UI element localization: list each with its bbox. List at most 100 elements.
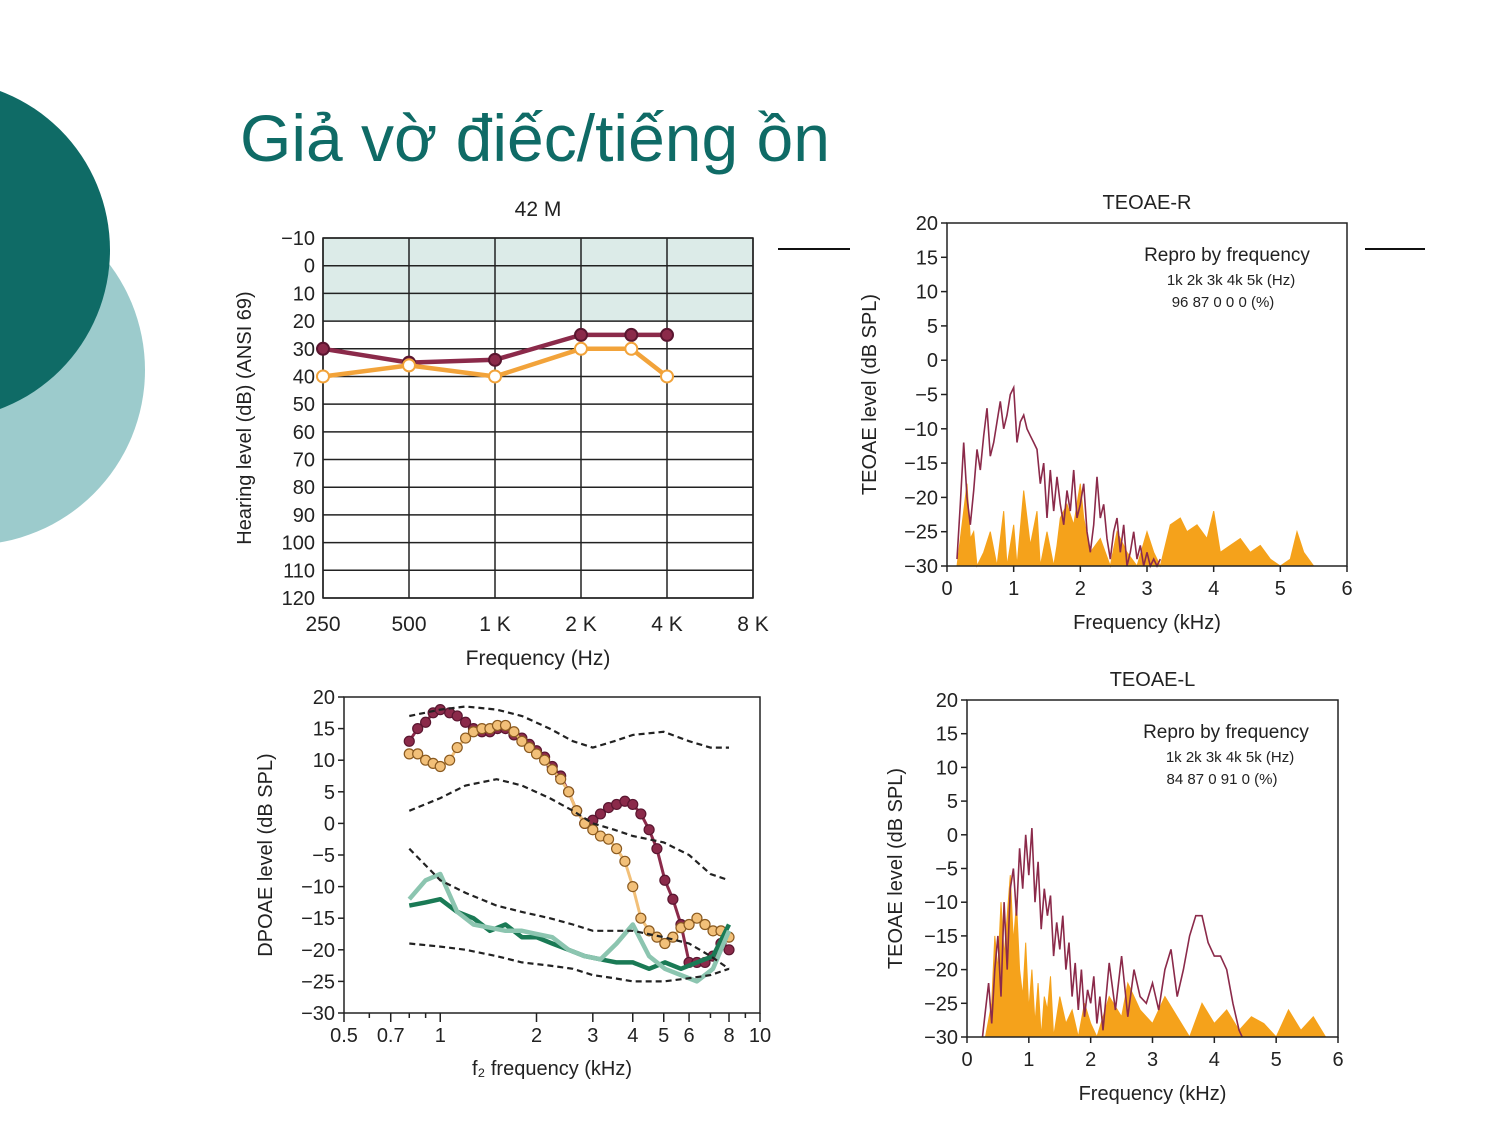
y-tick-label: −20 xyxy=(301,940,335,962)
y-tick-label: −15 xyxy=(904,453,938,475)
x-tick-label: 0.7 xyxy=(377,1025,405,1047)
dark-teal-circle xyxy=(0,90,110,410)
data-point xyxy=(451,741,463,754)
data-point xyxy=(594,808,607,820)
noise-floor-line xyxy=(407,871,732,984)
data-point xyxy=(546,764,558,776)
data-point xyxy=(643,824,655,836)
data-point xyxy=(420,716,432,728)
x-tick-label: 2 xyxy=(531,1025,542,1047)
x-tick-label: 1 xyxy=(1008,578,1019,600)
x-tick-label: 3 xyxy=(587,1025,598,1047)
y-tick-label: 120 xyxy=(282,588,315,610)
horizontal-rule xyxy=(778,248,850,250)
audiogram-chart: 42 M −10 0 10 20 30 40 50 60 70 80 90 100 110 120 250 50… xyxy=(234,198,769,670)
x-axis-label: Frequency (Hz) xyxy=(466,647,611,670)
plot-frame xyxy=(322,237,754,599)
slide-title: Giả vờ điếc/tiếng ồn xyxy=(240,101,830,175)
repro-values: 84 87 0 91 0 (%) xyxy=(1167,771,1278,788)
data-point xyxy=(624,341,639,356)
x-tick-label: 4 xyxy=(1208,578,1219,600)
horizontal-rule xyxy=(1365,248,1425,250)
data-point xyxy=(660,327,674,342)
chart-title: TEOAE-L xyxy=(1110,669,1196,691)
y-tick-label: −5 xyxy=(915,385,938,407)
y-tick-label: 5 xyxy=(947,791,958,813)
x-tick-label: 0 xyxy=(961,1049,972,1071)
x-tick-label: 500 xyxy=(391,613,426,636)
data-point xyxy=(488,352,502,367)
series-line xyxy=(322,346,669,379)
data-point xyxy=(538,754,551,766)
data-point xyxy=(434,760,446,773)
data-point xyxy=(624,327,639,342)
y-tick-label: −30 xyxy=(301,1003,335,1025)
data-point xyxy=(651,843,663,855)
y-tick-label: −30 xyxy=(904,556,938,578)
y-tick-label: 0 xyxy=(324,813,335,835)
data-point xyxy=(723,944,735,956)
data-point xyxy=(562,786,575,798)
y-tick-label: 0 xyxy=(947,825,958,847)
y-tick-label: 5 xyxy=(324,782,335,804)
data-point xyxy=(530,748,543,760)
data-point xyxy=(459,732,472,744)
y-tick-label: −25 xyxy=(904,522,938,544)
y-tick-label: 10 xyxy=(916,282,938,304)
y-tick-label: 90 xyxy=(293,505,315,527)
normal-hearing-band xyxy=(323,238,753,322)
teoae-response-line xyxy=(981,828,1243,1038)
y-tick-label: 80 xyxy=(293,477,315,499)
y-tick-label: 10 xyxy=(313,750,335,772)
x-tick-label: 8 xyxy=(723,1025,734,1047)
data-point xyxy=(574,327,588,342)
y-tick-label: −10 xyxy=(924,892,958,914)
y-tick-label: −20 xyxy=(904,487,938,509)
data-point xyxy=(587,824,599,836)
data-point xyxy=(508,726,520,738)
data-point xyxy=(403,735,415,747)
data-point xyxy=(412,748,424,760)
normative-range-line xyxy=(409,705,729,749)
x-tick-label: 1 K xyxy=(479,613,511,636)
data-point xyxy=(412,722,424,735)
y-tick-label: 0 xyxy=(927,350,938,372)
x-tick-label: 2 K xyxy=(565,613,597,636)
x-tick-label: 4 xyxy=(1209,1049,1220,1071)
y-tick-label: 15 xyxy=(936,724,958,746)
y-tick-label: 100 xyxy=(282,533,315,555)
y-tick-label: −5 xyxy=(312,845,335,867)
y-tick-label: 20 xyxy=(313,687,335,709)
data-point xyxy=(643,925,655,937)
y-tick-label: 40 xyxy=(293,366,315,388)
x-tick-label: 5 xyxy=(1271,1049,1282,1071)
data-point xyxy=(667,893,679,905)
y-axis-label: TEOAE level (dB SPL) xyxy=(859,294,881,495)
y-axis-label: TEOAE level (dB SPL) xyxy=(885,768,907,969)
x-tick-label: 6 xyxy=(684,1025,695,1047)
y-tick-label: 110 xyxy=(283,560,315,582)
y-tick-label: −20 xyxy=(924,960,958,982)
x-tick-label: 250 xyxy=(305,613,340,636)
y-tick-label: 10 xyxy=(293,283,315,305)
x-tick-label: 5 xyxy=(1275,578,1286,600)
x-axis-label: f₂ frequency (kHz) xyxy=(472,1058,632,1080)
teoae-response-line xyxy=(956,384,1162,569)
repro-frequencies: 1k 2k 3k 4k 5k (Hz) xyxy=(1167,272,1295,289)
x-axis-label: Frequency (kHz) xyxy=(1073,612,1221,634)
x-tick-label: 0 xyxy=(941,578,952,600)
x-tick-label: 3 xyxy=(1147,1049,1158,1071)
y-tick-label: 20 xyxy=(916,213,938,235)
y-tick-label: −10 xyxy=(281,228,315,250)
y-tick-label: −10 xyxy=(904,419,938,441)
chart-title: 42 M xyxy=(515,198,562,221)
normative-range-line xyxy=(409,942,730,983)
data-point xyxy=(499,719,512,732)
data-point xyxy=(683,918,695,931)
repro-values: 96 87 0 0 0 (%) xyxy=(1172,294,1275,311)
y-tick-label: −25 xyxy=(301,971,335,993)
x-tick-label: 4 K xyxy=(651,613,683,636)
x-tick-label: 0.5 xyxy=(330,1025,358,1047)
